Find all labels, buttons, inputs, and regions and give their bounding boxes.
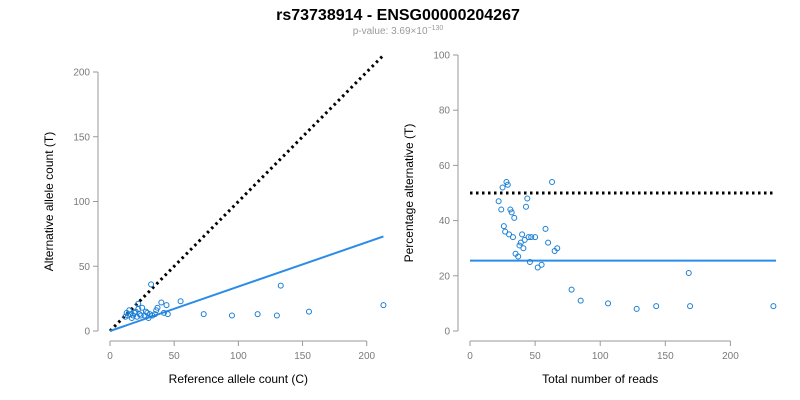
x-tick-label: 50: [530, 351, 542, 362]
data-point: [577, 297, 584, 304]
x-tick-label: 50: [169, 351, 181, 362]
y-tick-label: 0: [444, 327, 450, 338]
data-point: [519, 231, 526, 238]
chart-subtitle: p-value: 3.69×10−130: [353, 25, 444, 37]
y-tick-label: 200: [73, 68, 90, 79]
data-point: [511, 214, 518, 221]
data-point: [228, 312, 235, 319]
data-point: [515, 253, 522, 260]
data-point: [504, 181, 511, 188]
data-point: [528, 234, 535, 241]
data-point: [509, 234, 516, 241]
x-tick-label: 200: [358, 351, 375, 362]
y-tick-label: 0: [84, 327, 90, 338]
y-tick-label: 80: [439, 106, 451, 117]
data-point: [499, 184, 506, 191]
x-tick-label: 0: [107, 351, 113, 362]
reference-dotted-line: [108, 54, 385, 333]
data-point: [495, 198, 502, 205]
data-point: [526, 259, 533, 265]
subtitle-exponent: −130: [428, 25, 444, 32]
y-axis-label: Percentage alternative (T): [402, 124, 416, 263]
data-point: [498, 206, 505, 213]
data-point: [200, 311, 207, 318]
y-axis-label: Alternative allele count (T): [42, 132, 56, 271]
data-point: [137, 312, 144, 319]
left-scatter-panel: 0 50 100 150 200 Reference allele count (C) 0 5…: [42, 54, 387, 386]
data-point: [516, 242, 523, 249]
data-point: [532, 234, 539, 241]
data-point: [545, 239, 552, 246]
x-axis-label: Reference allele count (C): [169, 372, 308, 386]
data-point: [160, 309, 167, 316]
data-point: [277, 282, 284, 289]
data-point: [273, 312, 280, 319]
data-point: [542, 225, 549, 232]
data-point: [177, 298, 184, 305]
data-point: [687, 303, 694, 310]
x-tick-label: 200: [722, 351, 739, 362]
data-point: [506, 231, 513, 238]
data-point: [685, 270, 692, 277]
data-point: [538, 261, 545, 268]
data-point: [507, 206, 514, 213]
y-tick-label: 100: [73, 197, 90, 208]
x-tick-label: 150: [657, 351, 674, 362]
data-point: [380, 302, 387, 309]
data-point: [520, 245, 527, 252]
x-tick-label: 100: [592, 351, 609, 362]
data-point: [653, 303, 660, 310]
y-tick-label: 100: [433, 51, 450, 62]
data-point: [770, 303, 777, 310]
x-axis-label: Total number of reads: [542, 372, 658, 386]
x-tick-label: 150: [294, 351, 311, 362]
data-point: [158, 299, 165, 306]
data-point: [154, 304, 161, 311]
data-point: [500, 223, 507, 230]
data-point: [521, 236, 528, 243]
data-point: [135, 300, 142, 307]
chart-title: rs73738914 - ENSG00000204267: [276, 7, 520, 24]
data-point: [508, 209, 515, 216]
x-tick-label: 100: [230, 351, 247, 362]
data-point: [633, 305, 640, 312]
data-point: [164, 311, 171, 318]
data-point: [139, 304, 146, 311]
data-point: [163, 302, 170, 309]
y-tick-label: 150: [73, 132, 90, 143]
right-scatter-panel: 0 50 100 150 200 Total number of reads 0 20 40 60…: [402, 51, 777, 386]
data-point: [305, 308, 312, 315]
data-point: [126, 307, 133, 314]
data-point: [151, 311, 158, 318]
x-tick-label: 0: [467, 351, 473, 362]
data-point: [254, 311, 261, 318]
data-point: [534, 264, 541, 271]
data-point: [148, 281, 155, 288]
data-point: [502, 228, 509, 235]
data-point: [549, 178, 556, 185]
data-point: [554, 245, 561, 252]
data-point: [503, 178, 510, 185]
y-tick-label: 50: [79, 262, 91, 273]
data-point: [605, 300, 612, 307]
y-tick-label: 60: [439, 161, 451, 172]
data-point: [522, 203, 529, 210]
data-point: [524, 195, 531, 202]
subtitle-prefix: p-value: 3.69×10: [353, 26, 428, 37]
fit-line: [109, 235, 384, 332]
data-point: [517, 239, 524, 246]
y-tick-label: 40: [439, 216, 451, 227]
data-point: [568, 286, 575, 293]
y-tick-label: 20: [439, 271, 451, 282]
data-point: [525, 234, 532, 241]
